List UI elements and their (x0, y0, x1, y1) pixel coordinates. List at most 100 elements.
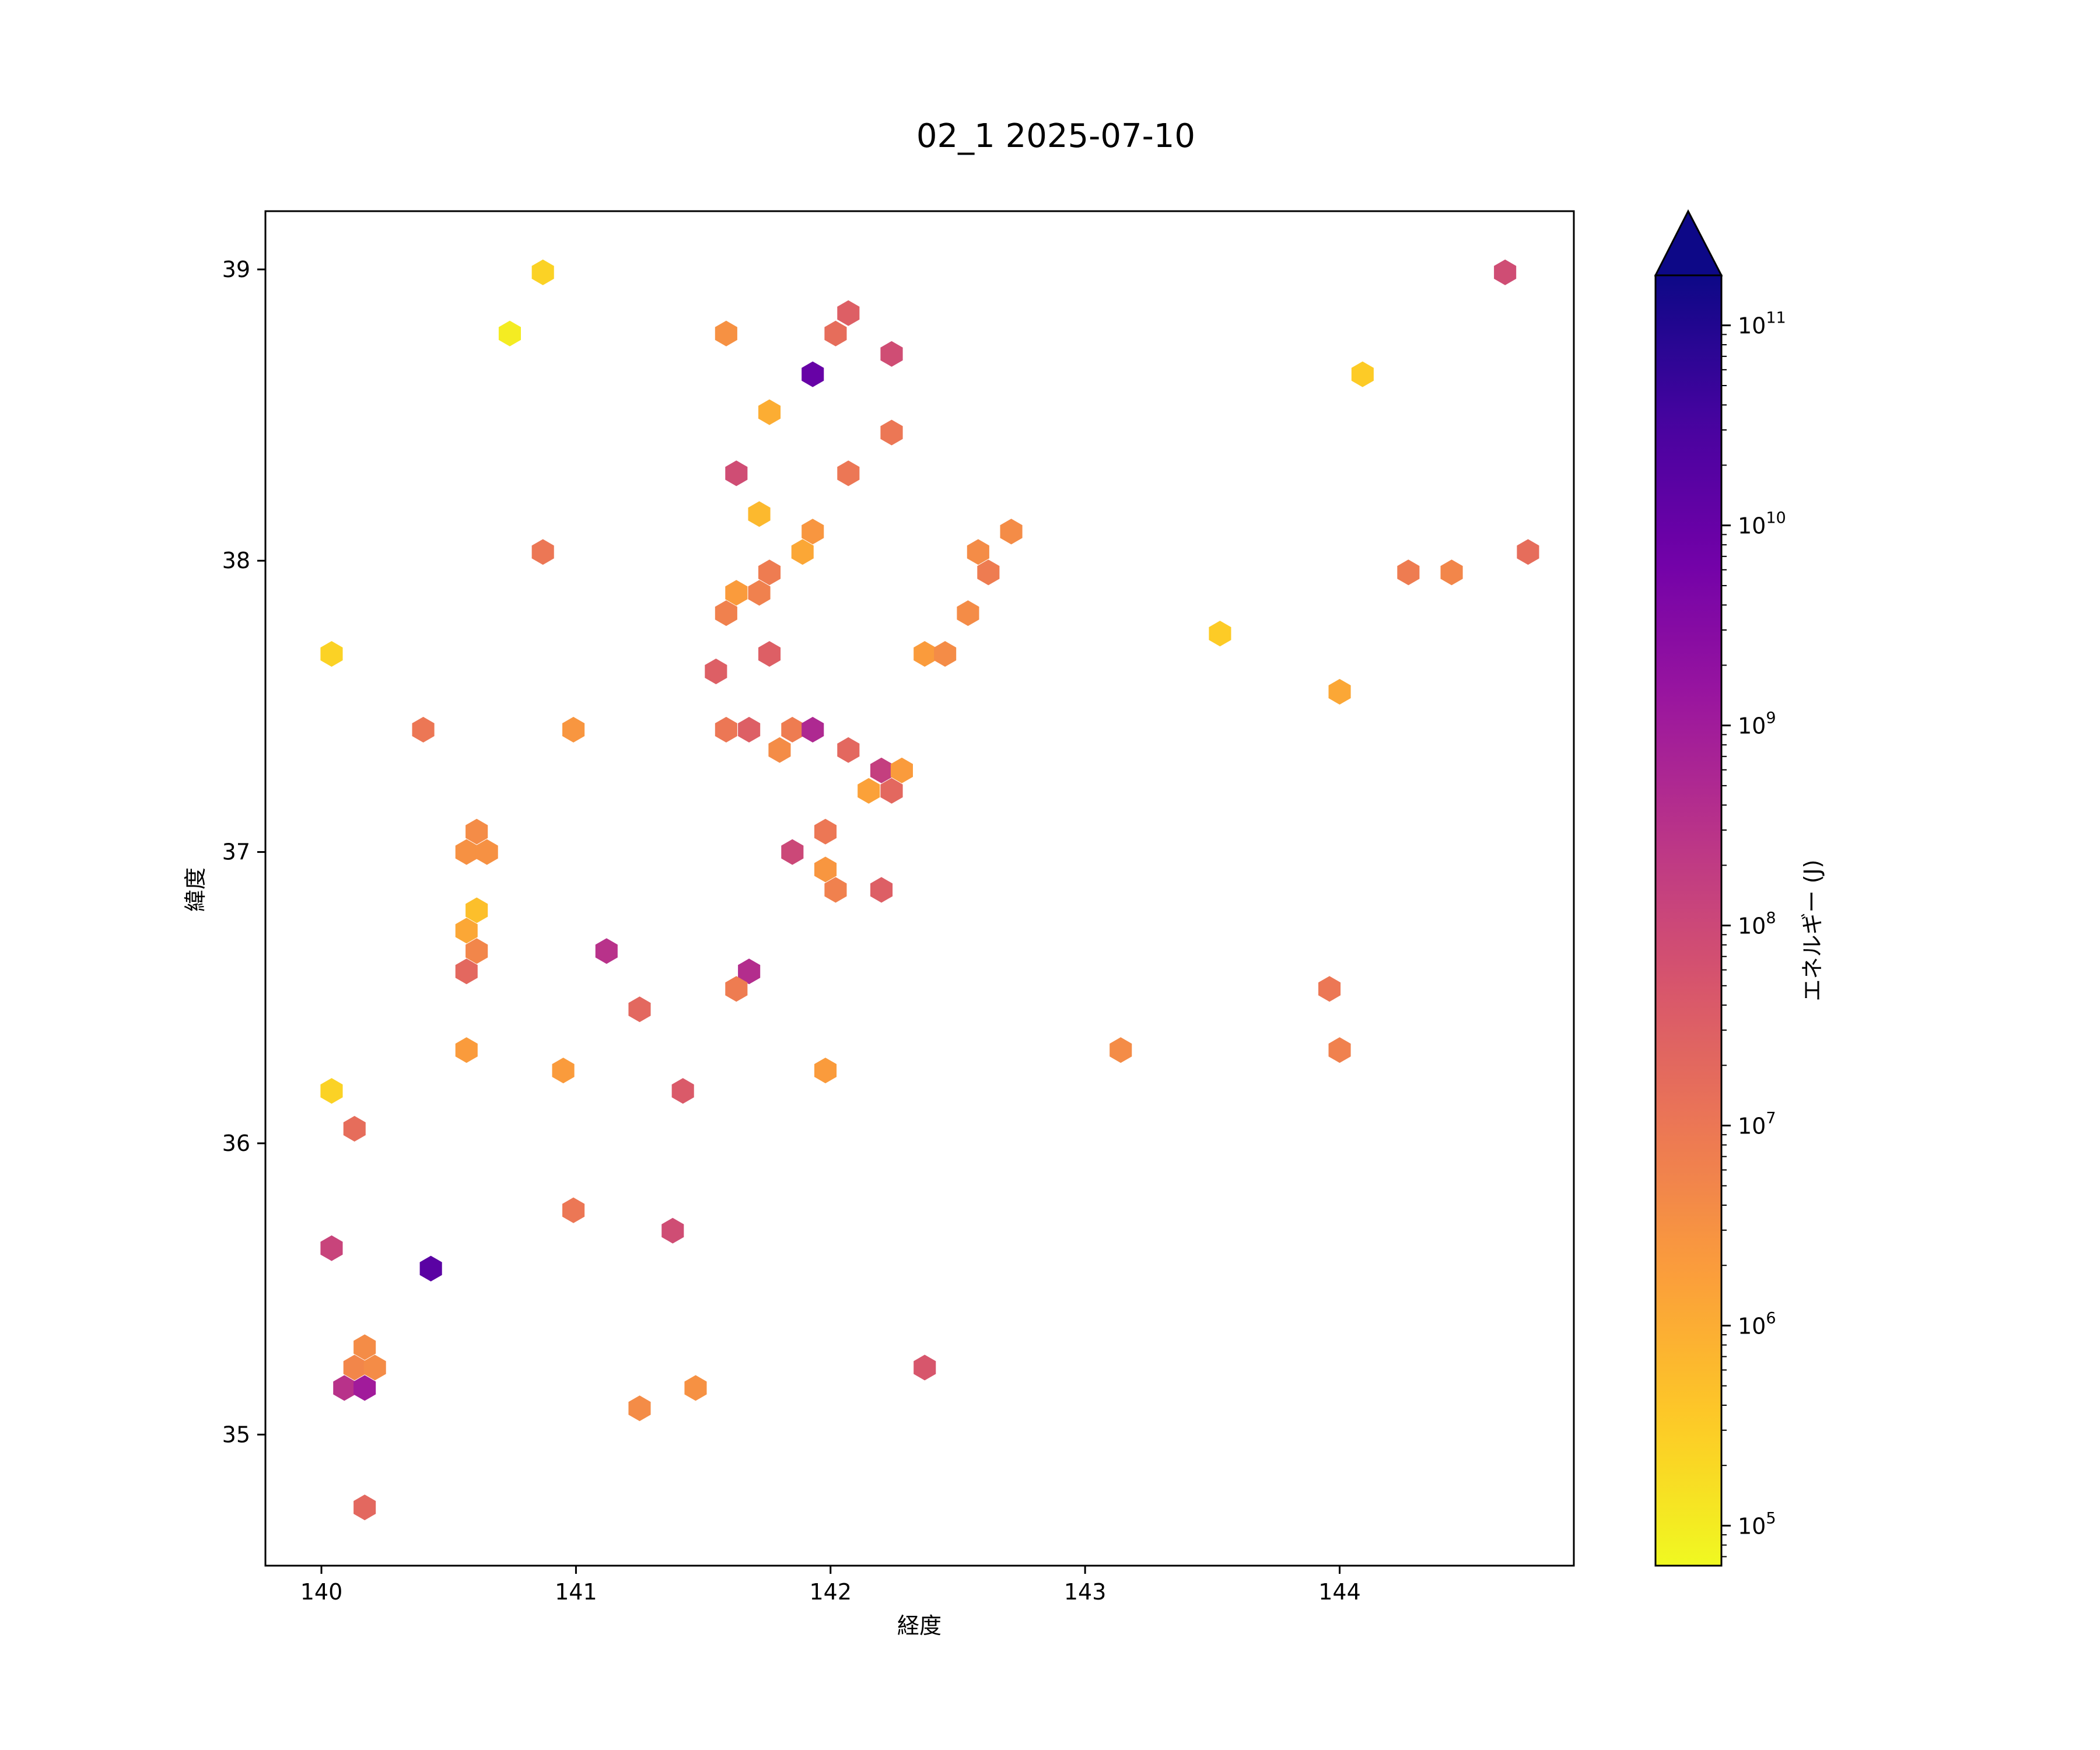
hexbin-cell-35 (837, 737, 860, 763)
hexbin-cell-33 (768, 737, 791, 763)
hexbin-cell-40 (814, 818, 837, 845)
colorbar-tick-label-8: 108 (1738, 909, 1776, 939)
hexbin-cell-65 (419, 1255, 442, 1282)
hexbin-cell-58 (814, 1058, 837, 1084)
colorbar-tick-label-9: 109 (1738, 709, 1776, 739)
y-axis: 35 36 37 38 39 (222, 257, 265, 1447)
colorbar-label: エネルギー (J) (1800, 860, 1825, 1002)
hexbin-cell-3 (824, 320, 847, 346)
hexbin-cell-4 (837, 300, 860, 326)
hexbin-cell-76 (1318, 976, 1341, 1002)
hexbin-cell-70 (354, 1375, 376, 1401)
hexbin-cell-71 (684, 1375, 707, 1401)
hexbin-cell-7 (758, 399, 781, 425)
hexbin-cell-11 (748, 501, 771, 527)
hexbin-cell-51 (455, 958, 478, 985)
y-tick-label-36: 36 (222, 1130, 250, 1156)
colorbar-tick-label-5: 105 (1738, 1509, 1776, 1539)
colorbar-tick-label-7: 107 (1738, 1110, 1776, 1139)
hexbin-cell-14 (791, 539, 814, 565)
colorbar-tick-label-11: 1011 (1738, 309, 1786, 339)
hexbin-cell-8 (880, 419, 903, 446)
hexbin-cell-30 (715, 716, 737, 743)
x-tick-label-141: 141 (555, 1579, 597, 1605)
y-tick-label-35: 35 (222, 1422, 250, 1447)
hexbin-cell-15 (758, 559, 781, 586)
hexbin-cell-17 (748, 580, 771, 606)
hexbin-cell-61 (343, 1116, 366, 1142)
x-axis: 140 141 142 143 144 (300, 1566, 1361, 1605)
hexbin-cell-43 (824, 877, 847, 903)
hexbin-cell-63 (662, 1217, 684, 1244)
hexbin-cell-6 (802, 361, 824, 387)
hexbin-cell-41 (781, 839, 804, 865)
hexbin-cell-38 (858, 778, 880, 804)
hexbin-cell-10 (837, 460, 860, 487)
hexbin-cell-66 (354, 1334, 376, 1360)
colorbar-tick-label-6: 106 (1738, 1309, 1776, 1339)
hexbin-cell-37 (890, 757, 913, 783)
hexbin-cell-57 (552, 1058, 575, 1084)
hexbin-cell-21 (1000, 519, 1023, 545)
hexbin-cell-77 (1328, 1037, 1351, 1063)
plot-area: 140 141 142 143 144 35 36 37 38 39 (222, 210, 1575, 1605)
hexbin-cell-22 (957, 600, 979, 626)
hexbin-cell-50 (466, 938, 488, 964)
colorbar: 105 106 107 108 109 1010 1011 エネルギー (J) (1654, 209, 1825, 1567)
hexbin-cell-34 (802, 716, 824, 743)
hexbin-cell-81 (1397, 559, 1420, 586)
hexbin-cell-60 (320, 1078, 343, 1104)
x-tick-label-140: 140 (300, 1579, 343, 1605)
hexbin-cell-27 (320, 641, 343, 667)
hexbin-cell-36 (870, 757, 893, 783)
hexbin-cell-12 (802, 519, 824, 545)
hexbin-cell-64 (320, 1235, 343, 1261)
hexbin-cell-19 (967, 539, 989, 565)
hexbin-cell-18 (715, 600, 737, 626)
hexbin-cell-67 (343, 1354, 366, 1381)
hexbin-cell-72 (628, 1395, 651, 1422)
hexbin-cell-31 (738, 716, 761, 743)
hexbin-cell-49 (455, 918, 478, 944)
hexbin-cell-74 (354, 1494, 376, 1521)
hexbin-cell-25 (758, 641, 781, 667)
hexbin-cell-28 (412, 716, 435, 743)
hexbin-cell-48 (466, 897, 488, 923)
x-tick-label-142: 142 (810, 1579, 852, 1605)
x-axis-label: 経度 (897, 1613, 942, 1639)
x-tick-label-143: 143 (1064, 1579, 1107, 1605)
hexbin-cell-26 (705, 659, 727, 684)
hexbin-cell-78 (1209, 621, 1231, 647)
hexbin-cell-16 (725, 580, 748, 606)
hexbin-cell-84 (1517, 539, 1539, 565)
y-tick-label-37: 37 (222, 839, 250, 865)
hexbin-cell-1 (498, 320, 521, 346)
hexbin-cell-69 (333, 1375, 356, 1401)
hexbin-cell-54 (725, 976, 748, 1002)
hexbin-cell-5 (880, 341, 903, 367)
hexbin-cell-32 (781, 716, 804, 743)
plot-frame (264, 210, 1575, 1567)
hexbin-cell-56 (455, 1037, 478, 1063)
hexbin-cell-83 (1494, 259, 1517, 285)
hexbin-cell-9 (725, 460, 748, 487)
hexbin-cell-24 (934, 641, 957, 667)
hexbin-cell-46 (455, 839, 478, 865)
hexbin-cell-20 (977, 559, 1000, 586)
colorbar-ticks: 105 106 107 108 109 1010 1011 (1721, 309, 1786, 1558)
y-tick-label-39: 39 (222, 257, 250, 282)
hexbin-cell-82 (1440, 559, 1463, 586)
hexbin-cell-62 (562, 1197, 585, 1223)
colorbar-extend-arrow (1654, 209, 1723, 276)
hexbin-cell-80 (1351, 361, 1374, 387)
hexbin-cell-13 (531, 539, 554, 565)
hexbin-cell-0 (531, 259, 554, 285)
hexbin-cell-73 (914, 1354, 936, 1381)
y-axis-label: 緯度 (183, 867, 208, 912)
hexbin-cell-59 (671, 1078, 694, 1104)
hexbin-cell-52 (595, 938, 618, 964)
hexbin-cell-55 (628, 996, 651, 1023)
hexbin-cell-39 (880, 778, 903, 804)
hexbin-cell-53 (738, 958, 761, 985)
